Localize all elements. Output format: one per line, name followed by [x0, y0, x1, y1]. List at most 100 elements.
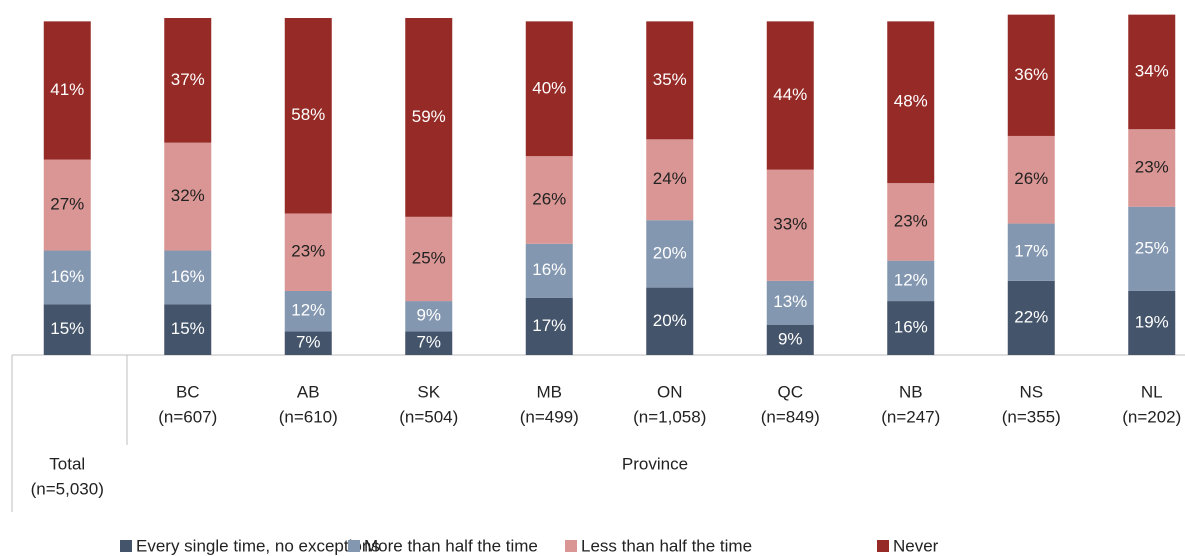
data-label: 41% — [50, 80, 84, 99]
bar-segment — [43, 304, 91, 355]
bar-segment — [766, 21, 814, 170]
group-label: Province — [622, 454, 688, 473]
data-label: 33% — [773, 215, 807, 234]
data-label: 35% — [653, 70, 687, 89]
data-label: 15% — [50, 319, 84, 338]
data-label: 36% — [1014, 65, 1048, 84]
data-label: 16% — [532, 260, 566, 279]
bar-segment — [887, 260, 935, 302]
bar-segment — [405, 216, 453, 302]
bar-segment — [405, 301, 453, 332]
data-label: 17% — [532, 316, 566, 335]
bar-segment — [525, 243, 573, 298]
x-tick-label: NS — [1019, 382, 1043, 401]
data-label: 37% — [171, 70, 205, 89]
x-tick-label: MB — [537, 382, 563, 401]
bar-segment — [1007, 14, 1055, 136]
bar-segment — [164, 142, 212, 251]
data-label: 22% — [1014, 307, 1048, 326]
bar-segment — [164, 18, 212, 143]
bar-segment — [405, 331, 453, 355]
bar-segment — [646, 21, 694, 140]
bar-segment — [1007, 280, 1055, 355]
bar-segment — [284, 290, 332, 332]
data-label: 23% — [1135, 157, 1169, 176]
bar-segment — [646, 220, 694, 288]
x-tick-sublabel: (n=607) — [158, 407, 217, 426]
bar-segment — [1007, 223, 1055, 281]
legend-swatch — [348, 540, 360, 552]
x-tick-sublabel: (n=202) — [1122, 407, 1181, 426]
data-label: 7% — [416, 333, 441, 352]
x-tick-label: AB — [297, 382, 320, 401]
legend-label: Less than half the time — [581, 536, 752, 555]
legend-swatch — [120, 540, 132, 552]
bar-segment — [1128, 290, 1176, 355]
data-label: 15% — [171, 319, 205, 338]
bar-segment — [766, 324, 814, 355]
x-tick-label: SK — [417, 382, 440, 401]
data-label: 40% — [532, 78, 566, 97]
x-tick-sublabel: (n=247) — [881, 407, 940, 426]
bar-segment — [284, 331, 332, 355]
data-label: 58% — [291, 105, 325, 124]
bar-segment — [1007, 135, 1055, 224]
bar-segment — [1128, 14, 1176, 130]
bar-segment — [525, 21, 573, 157]
data-label: 12% — [291, 301, 325, 320]
legend-label: More than half the time — [364, 536, 538, 555]
legend-swatch — [877, 540, 889, 552]
data-label: 20% — [653, 243, 687, 262]
bar-segment — [887, 183, 935, 261]
legend-label: Never — [893, 536, 939, 555]
data-label: 23% — [291, 242, 325, 261]
bar-segment — [284, 18, 332, 214]
bar-segment — [887, 21, 935, 184]
x-tick-sublabel: (n=504) — [399, 407, 458, 426]
data-label: 26% — [532, 189, 566, 208]
data-label: 34% — [1135, 61, 1169, 80]
data-label: 16% — [894, 318, 928, 337]
x-tick-sublabel: (n=499) — [520, 407, 579, 426]
bar-segment — [405, 18, 453, 217]
data-label: 32% — [171, 186, 205, 205]
bar-segment — [43, 21, 91, 160]
data-label: 59% — [412, 107, 446, 126]
data-label: 17% — [1014, 242, 1048, 261]
x-tick-sublabel: (n=5,030) — [31, 479, 104, 498]
data-label: 7% — [296, 333, 321, 352]
bar-segment — [1128, 206, 1176, 291]
x-tick-label: NL — [1141, 382, 1163, 401]
bar-segment — [525, 156, 573, 244]
bar-segment — [43, 159, 91, 251]
bar-segment — [887, 301, 935, 355]
legend-label: Every single time, no exceptions — [136, 536, 380, 555]
data-label: 19% — [1135, 312, 1169, 331]
data-label: 48% — [894, 92, 928, 111]
x-tick-sublabel: (n=355) — [1002, 407, 1061, 426]
data-label: 26% — [1014, 169, 1048, 188]
bar-segment — [164, 250, 212, 305]
bar-segment — [766, 169, 814, 281]
bar-segment — [525, 297, 573, 355]
data-label: 25% — [412, 248, 446, 267]
bar-segment — [646, 287, 694, 355]
data-label: 23% — [894, 211, 928, 230]
data-label: 9% — [416, 306, 441, 325]
data-label: 27% — [50, 195, 84, 214]
x-tick-label: ON — [657, 382, 683, 401]
bar-segment — [164, 304, 212, 355]
data-label: 16% — [50, 267, 84, 286]
x-tick-label: Total — [49, 454, 85, 473]
x-tick-label: BC — [176, 382, 200, 401]
data-label: 25% — [1135, 238, 1169, 257]
legend-swatch — [565, 540, 577, 552]
data-label: 12% — [894, 270, 928, 289]
x-tick-sublabel: (n=1,058) — [633, 407, 706, 426]
bar-segment — [1128, 129, 1176, 207]
data-label: 16% — [171, 267, 205, 286]
bar-segment — [284, 213, 332, 291]
x-tick-sublabel: (n=849) — [761, 407, 820, 426]
data-label: 24% — [653, 169, 687, 188]
